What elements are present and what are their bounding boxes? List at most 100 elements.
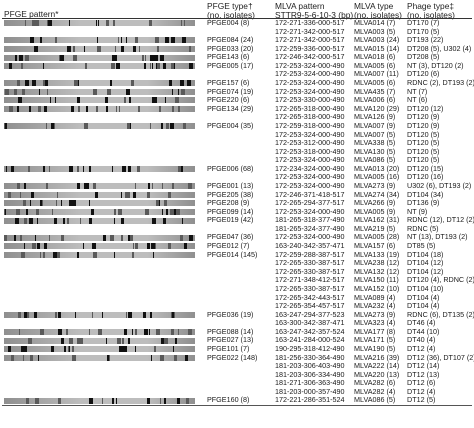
phage-type-cell: DT120 (6) bbox=[407, 70, 440, 79]
phage-type-cell: DT170 (7) bbox=[407, 19, 440, 27]
gel-band bbox=[149, 329, 150, 336]
gel-band bbox=[78, 106, 80, 112]
pfge-type-cell bbox=[207, 28, 257, 37]
gel-band bbox=[180, 80, 184, 87]
gel-band bbox=[15, 217, 19, 224]
mlva-pattern-cell: 172-259-336-000-517 bbox=[275, 44, 345, 53]
pfge-type-cell bbox=[207, 294, 257, 303]
pfge-gel-strip bbox=[4, 234, 195, 241]
pfge-gel-strip bbox=[4, 337, 195, 344]
pfge-gel-strip bbox=[4, 200, 195, 207]
phage-type-cell: DT120 (16) bbox=[407, 173, 444, 182]
phage-type-cell: DT85 (5) bbox=[407, 242, 436, 251]
mlva-type-cell: MLVA222 (14) bbox=[354, 362, 400, 371]
gel-band bbox=[18, 97, 22, 104]
pfge-gel-strip bbox=[4, 354, 195, 361]
mlva-type-cell: MLVA130 (5) bbox=[354, 147, 396, 156]
gel-band bbox=[156, 63, 157, 70]
gel-band bbox=[72, 346, 74, 353]
gel-band bbox=[133, 45, 136, 52]
gel-band bbox=[11, 354, 14, 361]
mlva-pattern-cell: 172-271-342-000-517 bbox=[275, 27, 345, 36]
gel-band bbox=[102, 397, 103, 404]
gel-band bbox=[80, 217, 81, 224]
bottom-rule bbox=[2, 405, 472, 406]
pfge-type-cell bbox=[207, 131, 257, 140]
mlva-pattern-cell: 172-253-324-000-490 bbox=[275, 181, 345, 190]
gel-band bbox=[18, 208, 20, 215]
mlva-pattern-cell: 172-271-348-412-517 bbox=[275, 276, 345, 285]
gel-band bbox=[24, 217, 27, 224]
gel-band bbox=[45, 80, 48, 87]
gel-band bbox=[139, 45, 140, 52]
gel-band bbox=[147, 191, 150, 198]
gel-band bbox=[172, 311, 174, 318]
mlva-pattern-cell: 172-246-342-000-517 bbox=[275, 53, 345, 62]
gel-band bbox=[183, 123, 186, 130]
gel-band bbox=[53, 251, 57, 258]
gel-band bbox=[54, 217, 57, 224]
gel-band bbox=[114, 217, 115, 224]
gel-band bbox=[138, 106, 140, 112]
gel-band bbox=[186, 397, 189, 404]
gel-band bbox=[77, 97, 80, 104]
mlva-type-cell: MLVA018 (6) bbox=[354, 53, 396, 62]
gel-band bbox=[32, 243, 36, 250]
gel-band bbox=[162, 208, 163, 215]
gel-band bbox=[14, 234, 16, 241]
gel-band bbox=[103, 234, 106, 241]
gel-band bbox=[184, 243, 187, 250]
gel-band bbox=[55, 311, 57, 318]
pfge-gel-strip bbox=[4, 208, 195, 215]
phage-type-cell: NT (9) bbox=[407, 207, 428, 216]
pfge-type-cell: PFGE014 (145) bbox=[207, 250, 258, 259]
gel-band bbox=[110, 234, 114, 241]
gel-band bbox=[98, 20, 99, 27]
gel-band bbox=[61, 337, 64, 344]
gel-band bbox=[93, 88, 97, 95]
gel-band bbox=[56, 200, 57, 207]
gel-band bbox=[69, 20, 70, 27]
gel-band bbox=[121, 234, 123, 241]
gel-band bbox=[29, 106, 31, 112]
phage-type-cell: DT104 (4) bbox=[407, 293, 440, 302]
pfge-type-cell: PFGE134 (29) bbox=[207, 104, 254, 113]
phage-type-column: DT170 (7) DT170 (5) DT193 (22) DT208 (5), U… bbox=[407, 19, 474, 405]
mlva-pattern-cell: 181-203-306-334-490 bbox=[275, 370, 345, 379]
phage-type-cell: DT120 (15) bbox=[407, 164, 444, 173]
pfge-type-cell: PFGE143 (6) bbox=[207, 53, 250, 62]
pfge-type-cell bbox=[207, 70, 257, 79]
gel-band bbox=[92, 311, 93, 318]
mlva-pattern-cell: 163-241-284-000-524 bbox=[275, 336, 345, 345]
gel-band bbox=[32, 20, 36, 27]
mlva-pattern-cell: 172-265-330-387-517 bbox=[275, 267, 345, 276]
mlva-pattern-cell: 172-259-288-387-517 bbox=[275, 250, 345, 259]
gel-band bbox=[6, 166, 7, 173]
pfge-type-cell: PFGE208 (9) bbox=[207, 199, 250, 208]
gel-band bbox=[149, 20, 152, 27]
gel-band bbox=[156, 200, 160, 207]
phage-type-cell: RDNC (6), DT135 (2) bbox=[407, 310, 474, 319]
gel-band bbox=[114, 251, 115, 258]
gel-band bbox=[87, 183, 89, 190]
gel-band bbox=[189, 63, 193, 70]
gel-band bbox=[132, 251, 134, 258]
pfge-type-cell: PFGE022 (148) bbox=[207, 353, 258, 362]
gel-band bbox=[159, 200, 160, 207]
gel-band bbox=[86, 106, 88, 112]
gel-band bbox=[61, 200, 62, 207]
phage-type-cell: DT120 (5) bbox=[407, 147, 440, 156]
gel-band bbox=[160, 397, 161, 404]
gel-band bbox=[71, 106, 74, 112]
gel-band bbox=[159, 106, 161, 112]
pfge-gel-strip bbox=[4, 217, 195, 224]
gel-band bbox=[49, 166, 50, 173]
mlva-pattern-cell: 172-253-324-000-490 bbox=[275, 79, 345, 88]
gel-band bbox=[135, 329, 137, 336]
phage-type-cell: DT12 (13) bbox=[407, 370, 440, 379]
gel-band bbox=[119, 106, 120, 112]
pfge-gel-strip bbox=[4, 20, 195, 27]
gel-band bbox=[24, 346, 27, 353]
mlva-type-cell: MLVA282 (6) bbox=[354, 379, 396, 388]
header-pfge-pattern: PFGE pattern* bbox=[4, 9, 59, 19]
